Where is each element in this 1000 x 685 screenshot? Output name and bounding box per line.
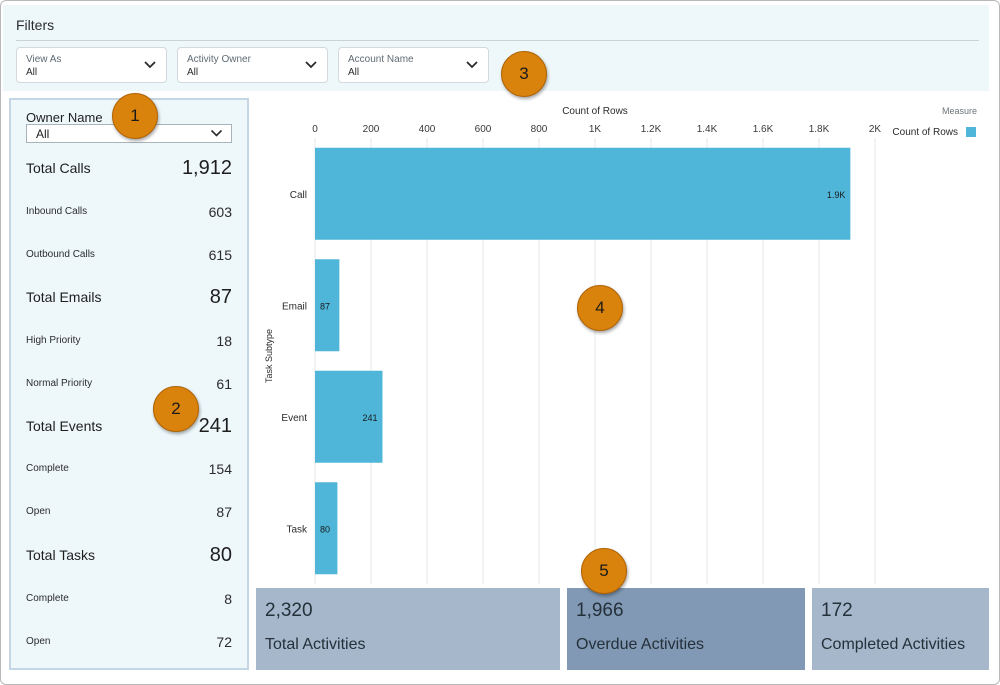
metric-value: 61 xyxy=(216,376,232,392)
kpi-value: 172 xyxy=(821,600,853,621)
category-label: Email xyxy=(282,301,307,312)
metric-value: 8 xyxy=(224,591,232,607)
x-tick-label: 600 xyxy=(475,124,492,135)
y-axis-title: Task Subtype xyxy=(264,329,274,383)
kpi-overdue-activities: 1,966 Overdue Activities xyxy=(567,588,805,670)
x-tick-label: 200 xyxy=(363,124,380,135)
kpi-label: Total Activities xyxy=(265,636,366,653)
chevron-down-icon xyxy=(466,61,478,69)
x-tick-label: 0 xyxy=(312,124,318,135)
metric-value: 1,912 xyxy=(181,157,232,179)
x-tick-label: 400 xyxy=(419,124,436,135)
metric-value: 603 xyxy=(208,204,232,220)
data-label: 241 xyxy=(362,413,377,423)
bar xyxy=(315,259,340,352)
callout-badge: 5 xyxy=(581,548,627,594)
legend-swatch xyxy=(966,127,976,137)
legend-title: Measure xyxy=(942,106,977,116)
data-label: 1.9K xyxy=(827,190,846,200)
metric-value: 615 xyxy=(208,247,232,263)
metric-label: Total Tasks xyxy=(26,547,95,563)
view-as-value: All xyxy=(26,67,38,78)
metric-label: Complete xyxy=(26,593,69,604)
kpi-value: 1,966 xyxy=(576,600,624,621)
owner-metrics-panel: Owner Name All Total Calls 1,912 Inbound … xyxy=(9,98,249,670)
metric-label: Total Emails xyxy=(26,289,102,305)
metric-value: 72 xyxy=(216,634,232,650)
x-tick-label: 2K xyxy=(869,124,882,135)
metric-value: 87 xyxy=(209,286,232,308)
kpi-value: 2,320 xyxy=(265,600,313,621)
metric-label: Total Calls xyxy=(26,160,91,176)
metric-label: Normal Priority xyxy=(26,378,93,389)
category-label: Event xyxy=(281,413,307,424)
callout-badge: 3 xyxy=(501,51,547,97)
x-tick-label: 1.4K xyxy=(697,124,718,135)
x-tick-label: 1.2K xyxy=(641,124,662,135)
filters-divider xyxy=(16,40,979,41)
owner-name-value: All xyxy=(36,127,50,141)
chart-canvas: 0 200 400 600 800 1K 1.2K 1.4K 1.6K 1.8K 2K Count o… xyxy=(264,106,977,584)
filters-bar: Filters View As All Activity Owner All A… xyxy=(3,5,989,91)
metric-value: 87 xyxy=(216,504,232,520)
metric-label: Open xyxy=(26,636,51,647)
metric-label: High Priority xyxy=(26,335,81,346)
metric-value: 80 xyxy=(209,544,232,566)
metric-label: Complete xyxy=(26,463,69,474)
x-axis-title: Count of Rows xyxy=(562,106,628,117)
metric-label: Inbound Calls xyxy=(26,206,88,217)
x-tick-label: 1.8K xyxy=(809,124,830,135)
category-label: Task xyxy=(286,524,308,535)
owner-name-label: Owner Name xyxy=(26,110,103,125)
legend-entry-label: Count of Rows xyxy=(892,127,958,138)
callout-badge: 4 xyxy=(577,285,623,331)
metric-value: 154 xyxy=(208,461,232,477)
bar xyxy=(315,147,851,240)
bar xyxy=(315,370,383,463)
kpi-label: Completed Activities xyxy=(821,636,966,653)
kpi-total-activities: 2,320 Total Activities xyxy=(256,588,560,670)
chevron-down-icon xyxy=(305,61,317,69)
activity-owner-dropdown[interactable]: Activity Owner All xyxy=(177,47,328,83)
callout-badge: 2 xyxy=(153,386,199,432)
task-subtype-bar-chart: 0 200 400 600 800 1K 1.2K 1.4K 1.6K 1.8K 2K Count o… xyxy=(255,98,989,584)
filters-title: Filters xyxy=(16,17,55,33)
x-tick-label: 800 xyxy=(531,124,548,135)
account-name-dropdown[interactable]: Account Name All xyxy=(338,47,489,83)
view-as-dropdown[interactable]: View As All xyxy=(16,47,167,83)
metric-value: 18 xyxy=(216,333,232,349)
view-as-label: View As xyxy=(26,54,62,65)
kpi-completed-activities: 172 Completed Activities xyxy=(812,588,989,670)
metric-label: Outbound Calls xyxy=(26,249,95,260)
metric-label: Open xyxy=(26,506,51,517)
data-label: 87 xyxy=(320,301,330,311)
x-tick-label: 1.6K xyxy=(753,124,774,135)
metric-label: Total Events xyxy=(26,418,103,434)
account-name-label: Account Name xyxy=(348,54,414,65)
activity-owner-value: All xyxy=(187,67,199,78)
activity-owner-label: Activity Owner xyxy=(187,54,251,65)
chevron-down-icon xyxy=(144,61,156,69)
chevron-down-icon xyxy=(210,129,223,137)
x-tick-label: 1K xyxy=(589,124,602,135)
bar xyxy=(315,482,338,575)
callout-badge: 1 xyxy=(112,93,158,139)
metric-value: 241 xyxy=(198,415,232,437)
data-label: 80 xyxy=(320,524,330,534)
account-name-value: All xyxy=(348,67,360,78)
kpi-label: Overdue Activities xyxy=(576,636,705,653)
category-label: Call xyxy=(290,190,307,201)
